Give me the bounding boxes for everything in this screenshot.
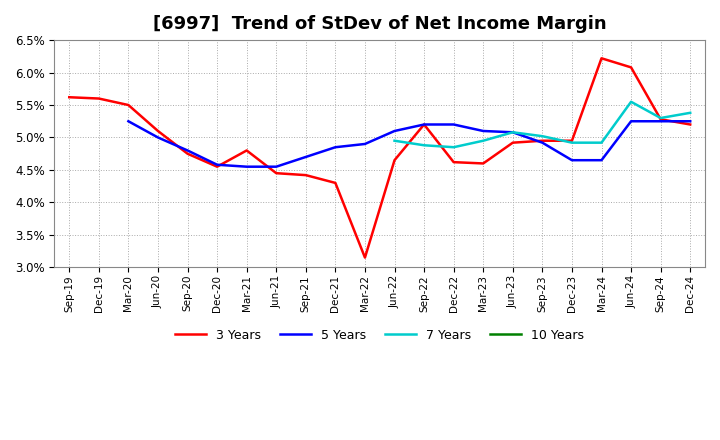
3 Years — [272, 171, 281, 176]
7 Years — [390, 138, 399, 143]
3 Years — [390, 158, 399, 163]
5 Years — [538, 140, 546, 145]
7 Years — [626, 99, 635, 104]
Line: 3 Years: 3 Years — [69, 58, 690, 257]
5 Years — [213, 162, 222, 167]
7 Years — [479, 138, 487, 143]
5 Years — [183, 148, 192, 153]
3 Years — [449, 160, 458, 165]
7 Years — [567, 140, 576, 145]
5 Years — [597, 158, 606, 163]
5 Years — [420, 122, 428, 127]
3 Years — [508, 140, 517, 145]
3 Years — [538, 138, 546, 143]
7 Years — [420, 143, 428, 148]
5 Years — [153, 135, 162, 140]
5 Years — [479, 128, 487, 134]
3 Years — [213, 164, 222, 169]
5 Years — [657, 119, 665, 124]
5 Years — [390, 128, 399, 134]
5 Years — [124, 119, 132, 124]
Line: 7 Years: 7 Years — [395, 102, 690, 147]
3 Years — [65, 95, 73, 100]
7 Years — [508, 130, 517, 135]
3 Years — [686, 122, 695, 127]
5 Years — [361, 141, 369, 147]
7 Years — [449, 145, 458, 150]
3 Years — [153, 128, 162, 134]
3 Years — [626, 65, 635, 70]
3 Years — [331, 180, 340, 186]
5 Years — [508, 130, 517, 135]
3 Years — [420, 122, 428, 127]
7 Years — [597, 140, 606, 145]
Line: 5 Years: 5 Years — [128, 121, 690, 167]
5 Years — [686, 119, 695, 124]
5 Years — [331, 145, 340, 150]
5 Years — [626, 119, 635, 124]
3 Years — [657, 117, 665, 122]
3 Years — [183, 151, 192, 156]
3 Years — [124, 103, 132, 108]
7 Years — [686, 110, 695, 115]
3 Years — [94, 96, 103, 101]
Legend: 3 Years, 5 Years, 7 Years, 10 Years: 3 Years, 5 Years, 7 Years, 10 Years — [170, 324, 590, 348]
7 Years — [657, 115, 665, 121]
3 Years — [243, 148, 251, 153]
5 Years — [449, 122, 458, 127]
7 Years — [538, 134, 546, 139]
3 Years — [597, 55, 606, 61]
3 Years — [302, 172, 310, 178]
3 Years — [361, 255, 369, 260]
3 Years — [479, 161, 487, 166]
Title: [6997]  Trend of StDev of Net Income Margin: [6997] Trend of StDev of Net Income Marg… — [153, 15, 606, 33]
3 Years — [567, 138, 576, 143]
5 Years — [243, 164, 251, 169]
5 Years — [272, 164, 281, 169]
5 Years — [567, 158, 576, 163]
5 Years — [302, 154, 310, 160]
